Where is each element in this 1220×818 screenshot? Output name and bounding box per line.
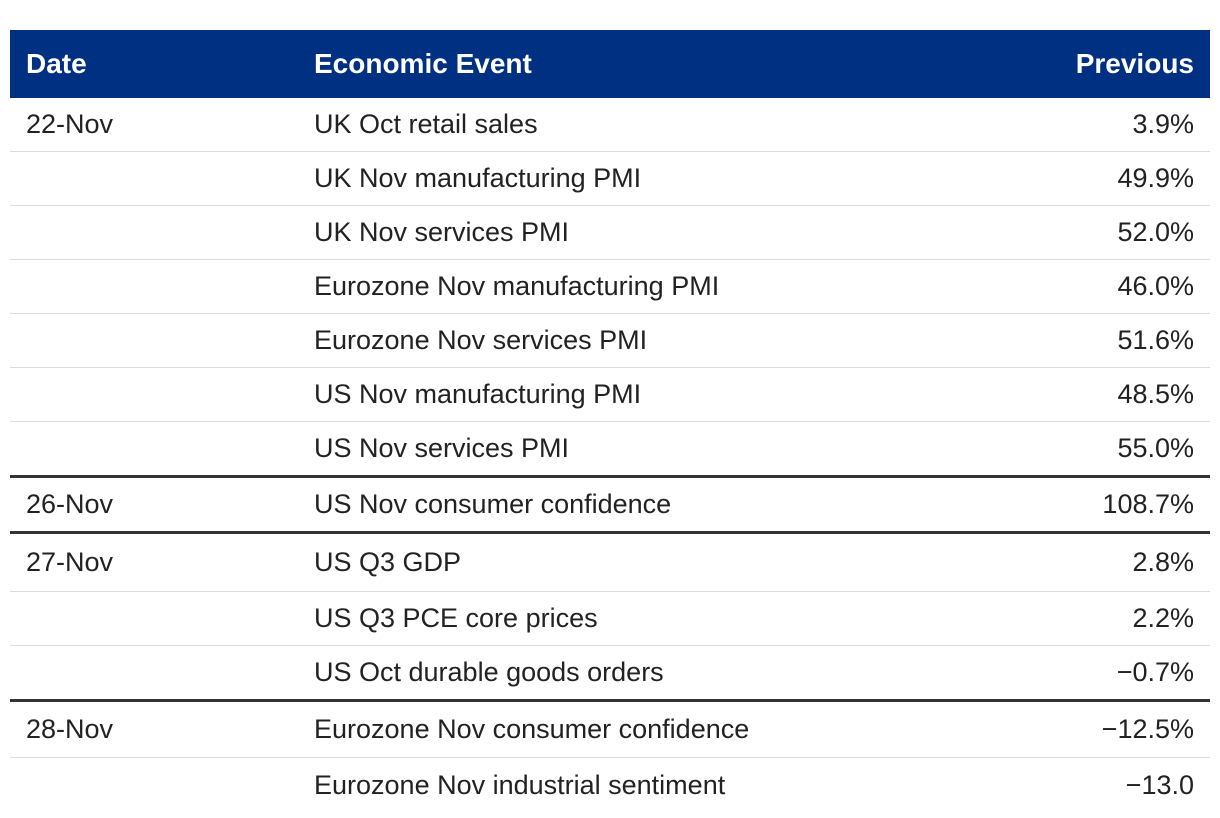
table-row: US Nov manufacturing PMI 48.5% xyxy=(10,368,1210,422)
row-previous: 49.9% xyxy=(1117,163,1194,193)
row-previous: −13.0 xyxy=(1125,769,1194,800)
row-previous: 52.0% xyxy=(1117,217,1194,247)
row-event: Eurozone Nov services PMI xyxy=(314,325,648,355)
row-event: UK Nov manufacturing PMI xyxy=(314,163,642,193)
row-date: 28-Nov xyxy=(26,714,114,744)
table-row: 22-Nov UK Oct retail sales 3.9% xyxy=(10,98,1210,152)
row-event: US Q3 GDP xyxy=(314,547,462,577)
row-previous: 51.6% xyxy=(1117,325,1194,355)
header-economic-event: Economic Event xyxy=(314,48,532,79)
economic-calendar-table: Date Economic Event Previous 22-Nov UK O… xyxy=(10,30,1210,812)
header-date: Date xyxy=(26,48,87,79)
row-previous: 46.0% xyxy=(1117,271,1194,301)
row-previous: 3.9% xyxy=(1132,109,1194,139)
row-previous: 55.0% xyxy=(1117,433,1194,463)
row-event: Eurozone Nov manufacturing PMI xyxy=(314,271,720,301)
row-previous: 2.8% xyxy=(1132,547,1194,577)
row-previous: 48.5% xyxy=(1117,379,1194,409)
table-row: Eurozone Nov industrial sentiment −13.0 xyxy=(10,758,1210,812)
table-row: UK Nov services PMI 52.0% xyxy=(10,206,1210,260)
row-event: UK Oct retail sales xyxy=(314,109,538,139)
table-row: US Oct durable goods orders −0.7% xyxy=(10,646,1210,702)
row-date: 27-Nov xyxy=(26,547,114,577)
table-row: UK Nov manufacturing PMI 49.9% xyxy=(10,152,1210,206)
row-event: US Nov manufacturing PMI xyxy=(314,379,642,409)
row-event: Eurozone Nov consumer confidence xyxy=(314,714,750,744)
table-row: 27-Nov US Q3 GDP 2.8% xyxy=(10,534,1210,592)
row-previous: 108.7% xyxy=(1102,489,1194,519)
table-row: 26-Nov US Nov consumer confidence 108.7% xyxy=(10,478,1210,534)
row-event: Eurozone Nov industrial sentiment xyxy=(314,769,726,800)
row-event: US Q3 PCE core prices xyxy=(314,603,598,633)
row-previous: −12.5% xyxy=(1101,714,1194,744)
row-previous: 2.2% xyxy=(1132,603,1194,633)
header-previous: Previous xyxy=(1075,48,1194,79)
row-event: UK Nov services PMI xyxy=(314,217,570,247)
row-previous: −0.7% xyxy=(1116,657,1194,687)
table-header-row: Date Economic Event Previous xyxy=(10,30,1210,98)
row-event: US Nov services PMI xyxy=(314,433,570,463)
table-row: US Nov services PMI 55.0% xyxy=(10,422,1210,478)
table-row: US Q3 PCE core prices 2.2% xyxy=(10,592,1210,646)
table-row: 28-Nov Eurozone Nov consumer confidence … xyxy=(10,702,1210,758)
table-row: Eurozone Nov manufacturing PMI 46.0% xyxy=(10,260,1210,314)
row-date: 26-Nov xyxy=(26,489,114,519)
row-event: US Oct durable goods orders xyxy=(314,657,664,687)
row-date: 22-Nov xyxy=(26,109,114,139)
row-event: US Nov consumer confidence xyxy=(314,489,672,519)
table-row: Eurozone Nov services PMI 51.6% xyxy=(10,314,1210,368)
